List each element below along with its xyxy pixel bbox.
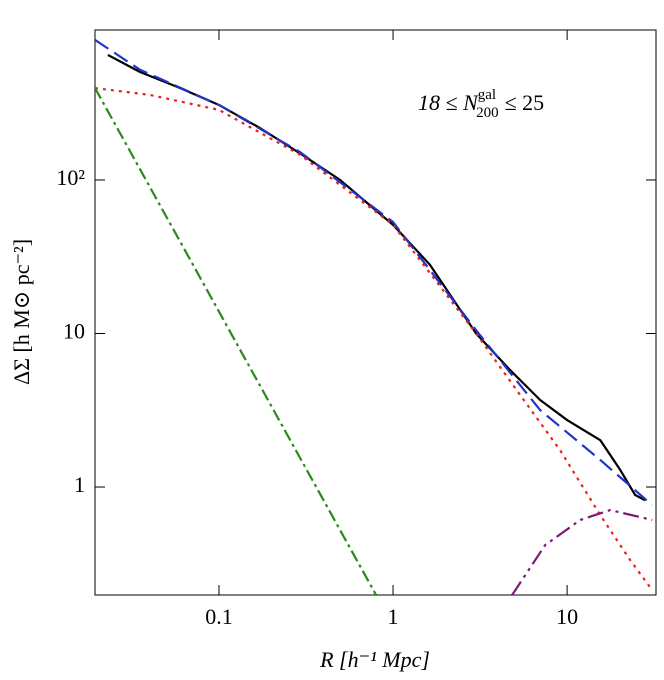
y-axis-label: ΔΣ [h M⊙ pc⁻²] xyxy=(9,239,34,385)
annotation: 18 ≤ Ngal 200 ≤ 25 xyxy=(418,87,544,121)
annotation-lhs: 18 ≤ N xyxy=(418,90,479,115)
plot-frame xyxy=(94,29,657,596)
x-tick-label: 0.1 xyxy=(205,604,233,629)
series-line xyxy=(95,87,378,595)
series-line xyxy=(95,86,654,591)
annotation-sub: 200 xyxy=(476,105,499,121)
y-tick-label: 1 xyxy=(74,472,85,497)
lines xyxy=(95,39,654,595)
y-tick-label: 10² xyxy=(56,165,85,190)
y-tick-label: 10 xyxy=(63,319,85,344)
annotation-rhs: ≤ 25 xyxy=(505,90,545,115)
annotation-sup: gal xyxy=(478,87,496,103)
x-axis-label: R [h⁻¹ Mpc] xyxy=(319,647,430,672)
x-tick-label: 1 xyxy=(388,604,399,629)
series-line xyxy=(511,508,653,595)
x-tick-label: 10 xyxy=(556,604,578,629)
series-line xyxy=(107,53,646,502)
series-line xyxy=(95,39,653,506)
